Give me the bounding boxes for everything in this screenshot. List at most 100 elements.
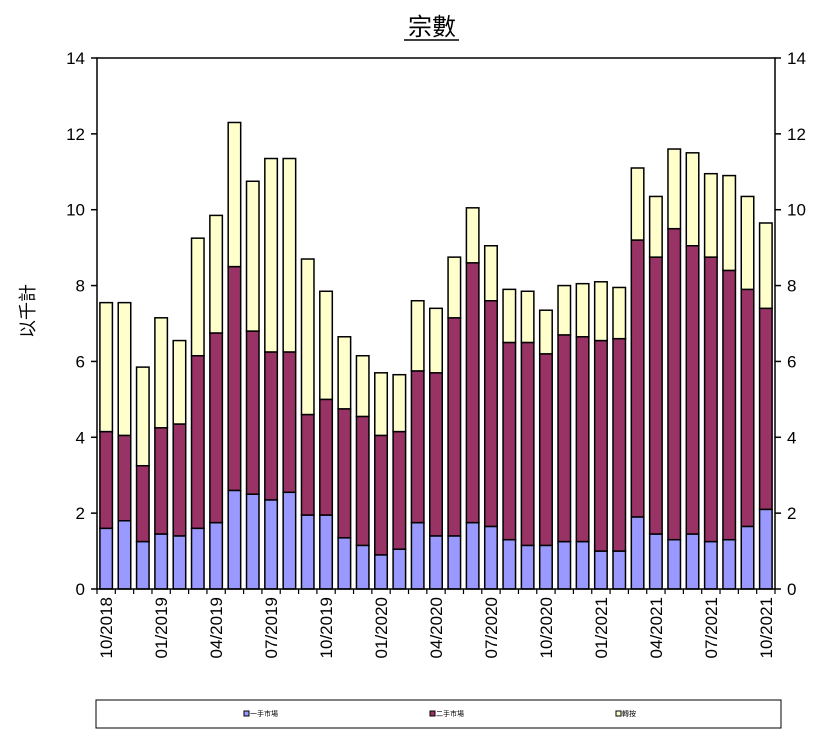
bar-segment-series-2 — [392, 430, 407, 550]
bar-segment-series-2 — [300, 413, 315, 516]
bar-segment-series-1 — [374, 554, 389, 590]
bar-segment-series-3 — [447, 256, 462, 319]
bar-segment-series-1 — [392, 548, 407, 590]
bar-segment-series-1 — [172, 535, 187, 590]
bar-segment-series-1 — [154, 533, 169, 590]
y-tick-label-left: 4 — [76, 428, 85, 447]
bar-segment-series-2 — [374, 434, 389, 556]
x-tick-label: 04/2021 — [647, 597, 666, 658]
bar-segment-series-1 — [282, 491, 297, 590]
bar-segment-series-3 — [465, 207, 480, 264]
bar-segment-series-2 — [154, 427, 169, 535]
bar-segment-series-3 — [612, 286, 627, 340]
x-tick-label: 01/2020 — [372, 597, 391, 658]
x-tick-label: 01/2021 — [592, 597, 611, 658]
bar-segment-series-1 — [117, 519, 132, 590]
bar-segment-series-1 — [758, 508, 773, 590]
legend-label-2: 二手市場 — [436, 709, 464, 718]
bar-segment-series-3 — [429, 307, 443, 374]
bar-segment-series-3 — [319, 290, 334, 401]
bar-segment-series-2 — [282, 351, 297, 494]
bar-segment-series-2 — [429, 372, 443, 537]
bar-segment-series-3 — [630, 167, 645, 241]
bar-segment-series-3 — [502, 288, 517, 344]
bar-segment-series-2 — [117, 434, 132, 522]
bar-segment-series-3 — [392, 373, 407, 433]
y-tick-label-right: 14 — [787, 49, 806, 68]
bar-segment-series-2 — [722, 269, 737, 541]
bar-segment-series-1 — [447, 535, 462, 590]
plot-frame — [96, 57, 776, 590]
bar-segment-series-2 — [648, 256, 663, 535]
bar-segment-series-3 — [282, 157, 297, 353]
bar-segment-series-2 — [465, 262, 480, 524]
x-tick-label: 07/2021 — [702, 597, 721, 658]
bar-segment-series-2 — [337, 408, 352, 539]
bar-segment-series-1 — [300, 514, 315, 590]
bar-segment-series-2 — [520, 341, 535, 547]
bar-segment-series-3 — [740, 195, 755, 291]
bar-segment-series-3 — [483, 245, 498, 302]
bar-segment-series-3 — [355, 354, 370, 418]
legend-swatch-2 — [429, 710, 436, 717]
bar-segment-series-3 — [648, 195, 663, 258]
bar-segment-series-3 — [264, 157, 279, 353]
y-tick-label-right: 6 — [787, 352, 796, 371]
x-tick-label: 10/2019 — [317, 597, 336, 658]
bar-segment-series-3 — [245, 180, 260, 332]
axes-group: 0 0 2 2 4 4 6 6 8 8 10 10 12 12 14 14 10/2018 01/2019 04/2… — [66, 49, 806, 658]
bar-segment-series-2 — [612, 337, 627, 552]
x-tick-label: 01/2019 — [152, 597, 171, 658]
bar-segment-series-1 — [410, 521, 425, 590]
bar-segment-series-2 — [190, 354, 205, 530]
bar-segment-series-3 — [337, 336, 352, 410]
bar-segment-series-1 — [685, 533, 700, 590]
bar-segment-series-2 — [410, 370, 425, 524]
bars-group — [99, 121, 773, 590]
bar-segment-series-1 — [429, 535, 443, 590]
bar-segment-series-1 — [648, 533, 663, 590]
y-tick-label-left: 10 — [66, 201, 85, 220]
bar-segment-series-2 — [447, 317, 462, 537]
legend-swatch-3 — [615, 710, 622, 717]
x-tick-label: 10/2018 — [97, 597, 116, 658]
bar-segment-series-2 — [575, 336, 590, 543]
bar-segment-series-3 — [227, 121, 242, 268]
bar-segment-series-3 — [722, 174, 737, 272]
bar-segment-series-3 — [135, 366, 150, 467]
y-tick-label-right: 4 — [787, 428, 796, 447]
x-tick-label: 04/2020 — [427, 597, 446, 658]
y-tick-label-left: 14 — [66, 49, 85, 68]
y-tick-label-left: 2 — [76, 504, 85, 523]
y-tick-label-right: 0 — [787, 580, 796, 599]
bar-segment-series-2 — [667, 227, 682, 541]
legend: 一手市場 二手市場 轉按 — [95, 699, 782, 729]
legend-label-3: 轉按 — [622, 709, 636, 718]
bar-segment-series-2 — [502, 341, 517, 541]
bar-segment-series-1 — [227, 489, 242, 590]
bar-segment-series-1 — [337, 537, 352, 590]
bar-segment-series-1 — [630, 516, 645, 590]
bar-segment-series-1 — [593, 550, 608, 590]
bar-segment-series-1 — [502, 538, 517, 590]
bar-segment-series-2 — [355, 415, 370, 547]
legend-label-1: 一手市場 — [250, 709, 278, 718]
bar-segment-series-3 — [410, 299, 425, 372]
bar-segment-series-3 — [172, 339, 187, 425]
bar-segment-series-1 — [135, 540, 150, 590]
bar-segment-series-3 — [758, 222, 773, 310]
bar-segment-series-3 — [190, 237, 205, 357]
bar-segment-series-3 — [685, 152, 700, 247]
bar-segment-series-1 — [722, 538, 737, 590]
bar-segment-series-2 — [740, 288, 755, 528]
y-tick-label-right: 12 — [787, 125, 806, 144]
bar-segment-series-2 — [245, 330, 260, 495]
x-tick-label: 10/2020 — [537, 597, 556, 658]
bar-segment-series-1 — [740, 525, 755, 590]
bar-segment-series-1 — [355, 544, 370, 590]
bar-segment-series-2 — [209, 332, 224, 524]
y-tick-label-right: 10 — [787, 201, 806, 220]
bar-segment-series-2 — [593, 339, 608, 552]
x-tick-label: 07/2020 — [482, 597, 501, 658]
